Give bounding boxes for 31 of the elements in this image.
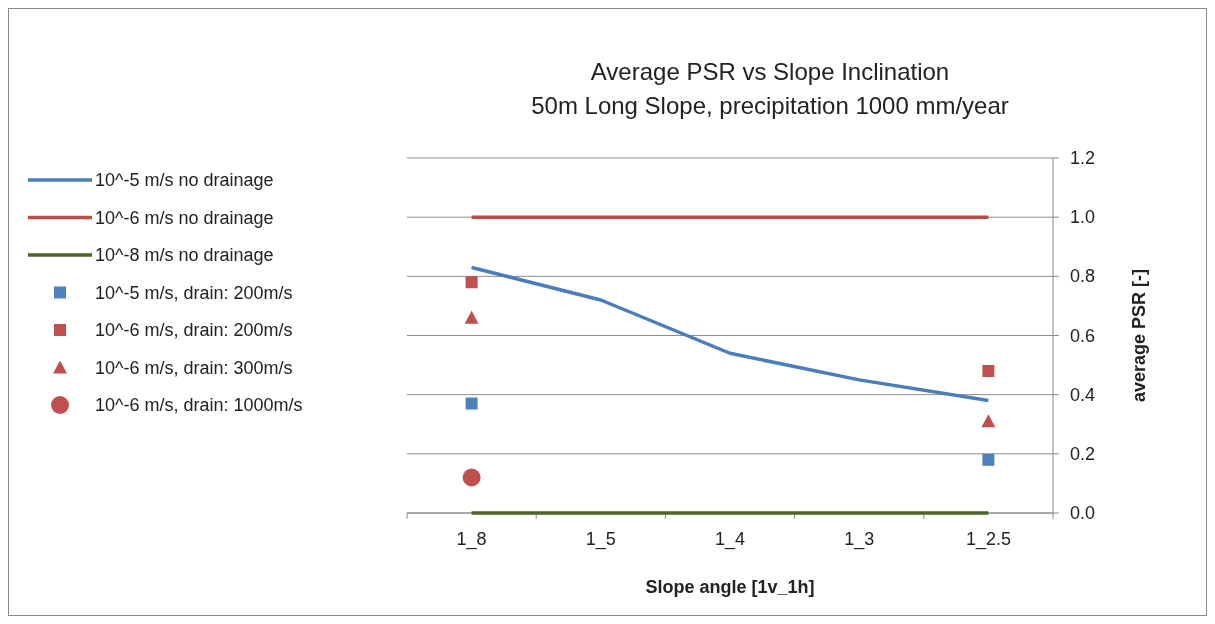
legend-label: 10^-6 m/s, drain: 200m/s [95, 320, 293, 340]
point [982, 453, 995, 466]
point [462, 468, 481, 487]
y-tick-label: 0.2 [1070, 443, 1096, 464]
y-axis-title: average PSR [-] [1129, 268, 1149, 403]
x-axis-title: Slope angle [1v_1h] [645, 577, 815, 597]
y-tick-label: 1.0 [1070, 207, 1096, 228]
y-tick-label: 0.0 [1070, 503, 1096, 523]
chart-subtitle: 50m Long Slope, precipitation 1000 mm/year [531, 92, 1009, 119]
y-tick-label: 0.4 [1070, 384, 1096, 405]
point [982, 365, 995, 377]
point [981, 414, 996, 428]
y-tick-label: 0.6 [1070, 325, 1096, 346]
y-tick-label: 0.8 [1070, 266, 1096, 287]
legend-label: 10^-6 m/s no drainage [95, 207, 274, 228]
point [464, 310, 479, 324]
legend-label: 10^-6 m/s, drain: 300m/s [95, 357, 293, 378]
line-series [469, 265, 991, 403]
x-tick-label: 1_3 [844, 529, 875, 550]
x-tick-label: 1_4 [714, 529, 746, 550]
y-tick-label: 1.2 [1070, 148, 1096, 168]
legend-label: 10^-5 m/s no drainage [95, 170, 274, 190]
point [465, 397, 478, 410]
point [465, 276, 478, 289]
x-tick-label: 1_5 [585, 529, 616, 550]
chart-title: Average PSR vs Slope Inclination [590, 58, 950, 85]
x-tick-label: 1_8 [456, 529, 487, 550]
x-tick-label: 1_2.5 [965, 529, 1011, 550]
legend-label: 10^-5 m/s, drain: 200m/s [95, 282, 293, 303]
legend-label: 10^-8 m/s no drainage [95, 245, 274, 265]
legend-label: 10^-6 m/s, drain: 1000m/s [95, 395, 303, 415]
